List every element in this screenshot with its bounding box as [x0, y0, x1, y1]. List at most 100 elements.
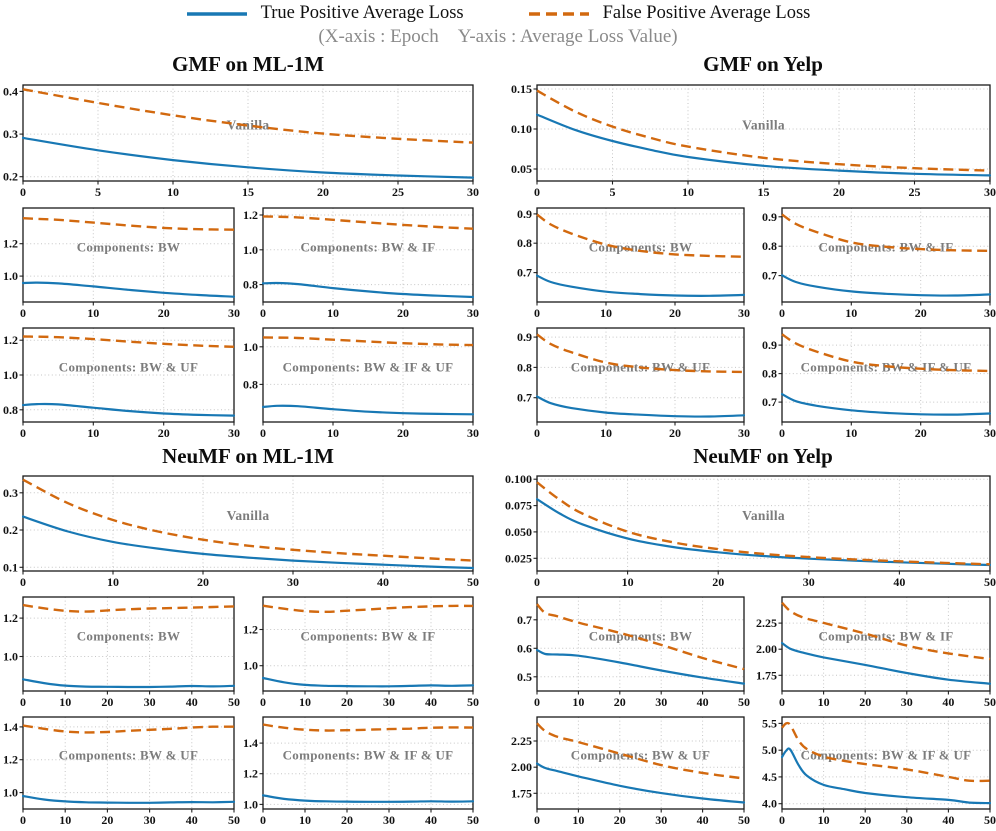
svg-text:5.5: 5.5: [762, 716, 777, 730]
svg-text:20: 20: [614, 813, 626, 827]
true-positive-line: [781, 393, 991, 416]
chart-annotation: Components: BW & UF: [59, 748, 198, 763]
svg-text:0.050: 0.050: [505, 525, 532, 539]
svg-text:0.8: 0.8: [3, 403, 18, 417]
true-positive-line: [262, 794, 474, 803]
svg-text:10: 10: [818, 813, 830, 827]
svg-text:40: 40: [186, 695, 198, 709]
chart-canvas: 0 10 20 30 0.8 1.0 1.2 Components: BW & IF: [243, 207, 479, 320]
true-positive-line: [262, 676, 474, 688]
chart-annotation: Components: BW & IF & UF: [283, 359, 454, 374]
svg-text:30: 30: [803, 575, 815, 589]
svg-text:1.0: 1.0: [243, 797, 258, 811]
false-positive-line: [262, 336, 474, 347]
true-positive-line: [536, 395, 745, 418]
svg-text:30: 30: [984, 185, 996, 199]
svg-text:30: 30: [901, 695, 913, 709]
svg-text:0: 0: [20, 575, 26, 589]
svg-text:4.0: 4.0: [762, 797, 777, 811]
svg-text:2.00: 2.00: [511, 760, 532, 774]
chart-annotation: Components: BW: [77, 239, 181, 254]
svg-text:30: 30: [901, 813, 913, 827]
svg-text:0: 0: [534, 426, 540, 440]
chart-gmf-ml1m-vanilla: 0 5 10 15 20 25 30 0.2 0.3 0.4 Vanilla: [0, 77, 481, 203]
svg-text:0.2: 0.2: [3, 170, 18, 184]
chart-canvas: 0 10 20 30 40 50 1.0 1.2 Components: BW: [3, 596, 240, 709]
svg-text:50: 50: [467, 813, 479, 827]
svg-text:10: 10: [818, 695, 830, 709]
false-positive-line: [262, 604, 474, 614]
false-positive-line: [262, 723, 474, 732]
svg-text:20: 20: [833, 185, 845, 199]
svg-text:20: 20: [614, 695, 626, 709]
chart-gmf-yelp-components-bw: 0 10 20 30 0.7 0.8 0.9 Components: BW: [497, 200, 752, 324]
svg-text:1.0: 1.0: [3, 650, 18, 664]
true-positive-line: [262, 281, 474, 299]
svg-text:10: 10: [299, 695, 311, 709]
svg-text:1.75: 1.75: [511, 786, 532, 800]
svg-text:0: 0: [20, 695, 26, 709]
svg-text:0.8: 0.8: [243, 278, 258, 292]
chart-canvas: 0 10 20 30 1.0 1.2 Components: BW: [3, 207, 240, 320]
true-positive-line: [781, 747, 991, 805]
svg-text:0: 0: [779, 813, 785, 827]
svg-text:1.0: 1.0: [243, 659, 258, 673]
svg-text:1.0: 1.0: [243, 340, 258, 354]
false-positive-line: [536, 333, 745, 374]
svg-text:1.4: 1.4: [243, 736, 258, 750]
quadrant-title-neumf-yelp: NeuMF on Yelp: [693, 444, 833, 468]
svg-text:0: 0: [534, 185, 540, 199]
false-positive-line: [22, 88, 474, 144]
chart-canvas: 0 10 20 30 40 50 0.5 0.6 0.7 Components: BW: [517, 596, 750, 709]
svg-text:1.75: 1.75: [756, 668, 777, 682]
svg-text:0.7: 0.7: [517, 266, 532, 280]
svg-text:30: 30: [984, 426, 996, 440]
chart-canvas: 0 10 20 30 40 50 0.1 0.2 0.3 Vanilla: [3, 475, 479, 589]
svg-text:0.4: 0.4: [3, 84, 18, 98]
true-positive-line: [22, 678, 235, 689]
true-positive-line: [536, 648, 745, 685]
svg-text:10: 10: [59, 813, 71, 827]
svg-text:30: 30: [655, 695, 667, 709]
chart-annotation: Vanilla: [227, 508, 270, 523]
svg-text:30: 30: [287, 575, 299, 589]
svg-text:5.0: 5.0: [762, 743, 777, 757]
false-positive-line: [22, 217, 235, 231]
svg-text:2.25: 2.25: [756, 616, 777, 630]
chart-gmf-yelp-components-bw-if: 0 10 20 30 0.7 0.8 0.9 Components: BW & IF: [742, 200, 996, 324]
false-positive-line: [536, 722, 745, 780]
svg-text:5: 5: [95, 185, 101, 199]
svg-text:0.6: 0.6: [517, 641, 532, 655]
svg-text:1.2: 1.2: [243, 623, 258, 637]
legend-item-true-positive: True Positive Average Loss: [186, 3, 464, 24]
svg-text:10: 10: [600, 426, 612, 440]
svg-text:4.5: 4.5: [762, 770, 777, 784]
chart-annotation: Components: BW & IF & UF: [801, 748, 972, 763]
svg-text:1.2: 1.2: [3, 237, 18, 251]
true-positive-line: [536, 274, 745, 297]
chart-gmf-yelp-components-bw-if-uf: 0 10 20 30 0.7 0.8 0.9 Components: BW & IF & UF: [742, 320, 996, 444]
chart-canvas: 0 10 20 30 40 50 1.75 2.00 2.25 Components: BW & …: [511, 716, 750, 827]
legend-label-true-positive: True Positive Average Loss: [260, 3, 464, 23]
svg-text:1.2: 1.2: [3, 753, 18, 767]
svg-text:0.10: 0.10: [511, 122, 532, 136]
svg-text:20: 20: [915, 306, 927, 320]
true-positive-line: [781, 274, 991, 297]
true-positive-line: [536, 762, 745, 804]
svg-text:0.05: 0.05: [511, 162, 532, 176]
svg-text:0.9: 0.9: [762, 210, 777, 224]
svg-text:20: 20: [669, 306, 681, 320]
svg-text:10: 10: [87, 306, 99, 320]
false-positive-line: [536, 603, 745, 671]
svg-text:1.2: 1.2: [243, 208, 258, 222]
chart-canvas: 0 10 20 30 40 50 1.0 1.2 Components: BW & IF: [243, 596, 479, 709]
svg-text:0.025: 0.025: [505, 551, 532, 565]
svg-text:30: 30: [144, 813, 156, 827]
svg-text:10: 10: [572, 695, 584, 709]
svg-text:0: 0: [260, 306, 266, 320]
chart-neumf-ml1m-vanilla: 0 10 20 30 40 50 0.1 0.2 0.3 Vanilla: [0, 468, 481, 593]
svg-text:10: 10: [682, 185, 694, 199]
svg-text:30: 30: [467, 306, 479, 320]
